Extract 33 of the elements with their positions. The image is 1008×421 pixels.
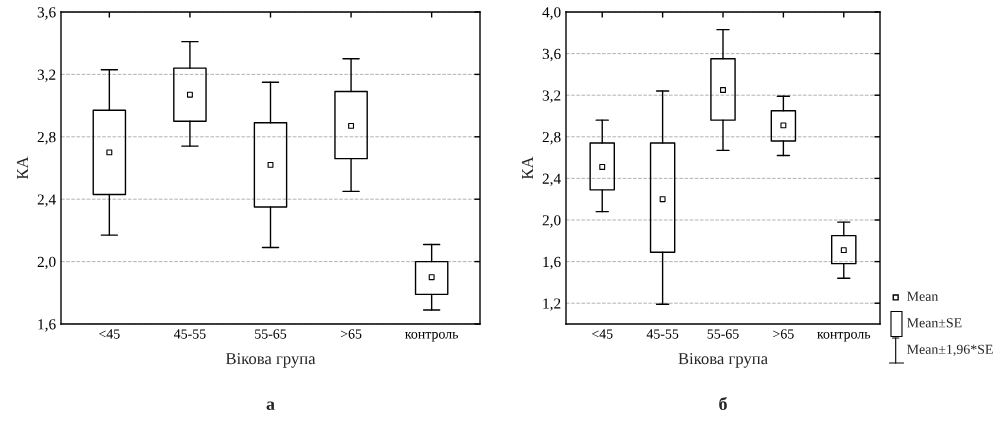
y-tick-label: 2,0 (37, 256, 56, 270)
y-tick-label: 2,0 (542, 215, 561, 228)
y-tick-label: 3,2 (542, 90, 561, 103)
y-tick-label: 1,2 (543, 298, 561, 311)
text: Mean±1,96*SE (907, 344, 993, 356)
y-tick-label: 3,6 (37, 7, 56, 20)
text: Mean (907, 291, 939, 301)
y-tick-label: 2,8 (37, 131, 56, 145)
text: б (719, 396, 727, 411)
text: а (266, 401, 275, 411)
y-tick-label: 4,0 (542, 7, 561, 20)
x-tick-label: контроль (817, 331, 871, 342)
x-tick-label: контроль (405, 331, 459, 342)
x-tick-label: >65 (340, 329, 362, 339)
y-tick-label: 2,4 (542, 173, 561, 187)
x-tick-label: 45-55 (173, 329, 206, 339)
y-axis-title: КА (16, 156, 28, 180)
x-tick-label: <45 (99, 329, 120, 339)
x-tick-label: 55-65 (707, 329, 739, 339)
text: Mean±SE (907, 318, 962, 328)
y-tick-label: 1,6 (38, 319, 56, 332)
x-tick-label: >65 (773, 329, 794, 339)
y-axis-title: КА (521, 156, 533, 180)
y-tick-label: 1,6 (543, 256, 561, 270)
y-tick-label: 3,2 (37, 69, 56, 83)
y-tick-label: 2,8 (542, 131, 561, 145)
y-tick-label: 2,4 (37, 194, 56, 207)
y-tick-label: 3,6 (542, 48, 561, 62)
x-axis-title: Вікова група (678, 353, 768, 368)
x-tick-label: <45 (592, 329, 613, 339)
x-axis-title: Вікова група (225, 353, 316, 368)
x-tick-label: 45-55 (646, 329, 679, 339)
x-tick-label: 55-65 (255, 329, 287, 339)
